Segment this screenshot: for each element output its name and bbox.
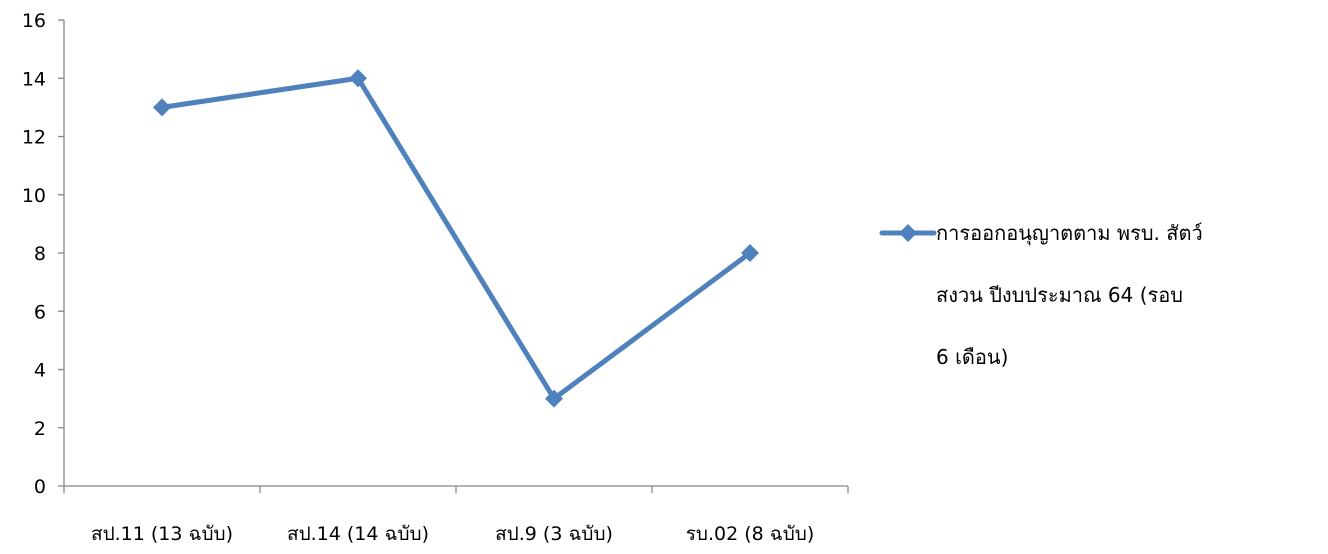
legend-label-line-1: การออกอนุญาตตาม พรบ. สัตว์ bbox=[936, 221, 1203, 246]
x-axis-ticks: สป.11 (13 ฉบับ) สป.14 (14 ฉบับ) สป.9 (3 ฉบ… bbox=[63, 486, 849, 545]
y-tick-label: 0 bbox=[34, 476, 46, 498]
x-tick-label: สป.11 (13 ฉบับ) bbox=[91, 523, 233, 545]
y-axis-ticks: 0 2 4 6 8 10 12 14 16 bbox=[22, 10, 64, 498]
y-tick-label: 10 bbox=[22, 185, 46, 207]
y-tick-label: 4 bbox=[34, 360, 46, 382]
legend: การออกอนุญาตตาม พรบ. สัตว์ สงวน ปีงบประม… bbox=[879, 221, 1203, 369]
y-tick-label: 6 bbox=[34, 301, 46, 323]
y-tick-label: 16 bbox=[22, 10, 46, 32]
data-point-marker bbox=[741, 244, 759, 262]
data-point-marker bbox=[349, 69, 367, 88]
series-layer bbox=[153, 69, 759, 408]
legend-marker bbox=[899, 224, 917, 242]
x-tick-label: สป.9 (3 ฉบับ) bbox=[495, 523, 613, 545]
series-line bbox=[159, 75, 753, 402]
data-point-marker bbox=[153, 98, 171, 117]
x-tick-label: รบ.02 (8 ฉบับ) bbox=[686, 523, 815, 545]
data-point-marker bbox=[545, 389, 563, 408]
legend-label-line-2: สงวน ปีงบประมาณ 64 (รอบ bbox=[936, 283, 1183, 307]
y-tick-label: 2 bbox=[34, 418, 46, 440]
y-tick-label: 8 bbox=[34, 243, 46, 265]
legend-label-line-3: 6 เดือน) bbox=[936, 345, 1008, 369]
y-tick-label: 14 bbox=[22, 68, 46, 90]
x-tick-label: สป.14 (14 ฉบับ) bbox=[287, 523, 429, 545]
y-tick-label: 12 bbox=[22, 127, 46, 149]
